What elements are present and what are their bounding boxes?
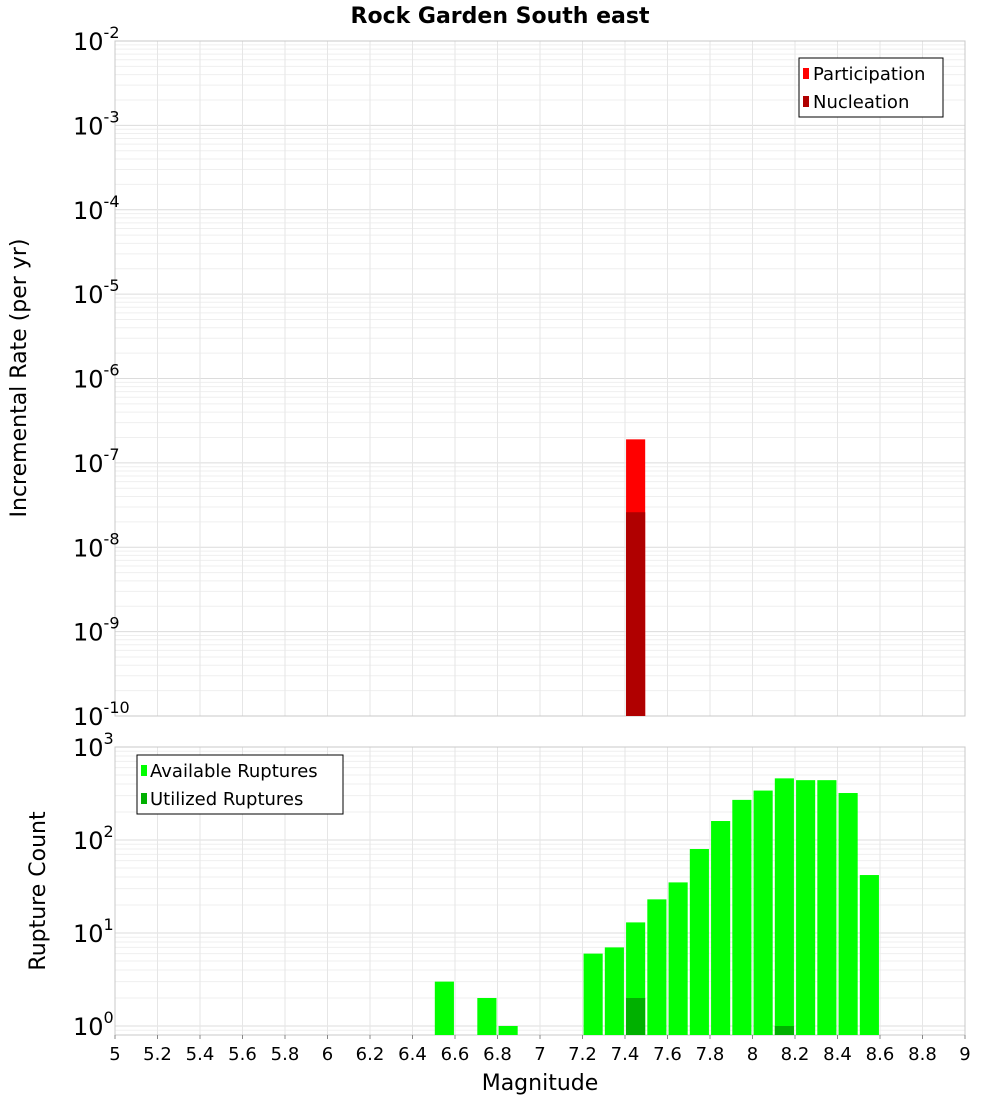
x-tick-label: 6.8 [483, 1044, 512, 1065]
x-tick-label: 8.8 [908, 1044, 937, 1065]
bar-utilized-ruptures [774, 1025, 794, 1035]
bar-available-ruptures [647, 899, 667, 1035]
x-tick-label: 5.2 [143, 1044, 172, 1065]
x-tick-label: 7.8 [696, 1044, 725, 1065]
bottom-y-axis-label: Rupture Count [26, 811, 51, 971]
top-y-tick-label: 10-7 [73, 445, 120, 478]
x-tick-label: 6.4 [398, 1044, 427, 1065]
legend-swatch-participation [803, 68, 809, 79]
bar-available-ruptures [817, 780, 837, 1035]
bottom-y-tick-label: 103 [73, 729, 114, 762]
top-y-tick-label: 10-2 [73, 23, 120, 56]
x-tick-label: 7.6 [653, 1044, 682, 1065]
bar-available-ruptures [774, 778, 794, 1035]
x-axis-label: Magnitude [482, 1071, 599, 1096]
legend-label-available: Available Ruptures [150, 761, 318, 782]
bottom-y-ticks: 103 102 101 100 [73, 729, 114, 1041]
bar-utilized-ruptures [626, 997, 646, 1035]
bottom-legend: Available Ruptures Utilized Ruptures [136, 754, 344, 815]
bar-available-ruptures [498, 1025, 518, 1035]
x-tick-label: 7 [534, 1044, 545, 1065]
top-y-tick-label: 10-9 [73, 614, 120, 647]
x-tick-label: 7.4 [611, 1044, 640, 1065]
bar-available-ruptures [604, 947, 624, 1035]
bottom-y-tick-label: 102 [73, 822, 114, 855]
x-ticks: 5 5.2 5.4 5.6 5.8 6 6.2 6.4 6.6 6.8 7 7.2 7.4 7.6 7.8 8… [109, 1035, 971, 1065]
x-tick-label: 8 [747, 1044, 758, 1065]
top-y-tick-label: 10-3 [73, 107, 120, 140]
x-tick-label: 9 [959, 1044, 970, 1065]
x-tick-label: 6 [322, 1044, 333, 1065]
legend-swatch-nucleation [803, 96, 809, 107]
legend-swatch-utilized [141, 793, 147, 804]
top-legend-box [798, 57, 944, 118]
x-tick-label: 5.8 [271, 1044, 300, 1065]
bottom-bars [434, 778, 879, 1035]
x-tick-label: 8.6 [866, 1044, 895, 1065]
x-tick-label: 8.4 [823, 1044, 852, 1065]
chart-title: Rock Garden South east [351, 4, 650, 29]
bar-nucleation [626, 512, 646, 716]
bar-available-ruptures [583, 953, 603, 1035]
x-tick-label: 7.2 [568, 1044, 597, 1065]
bar-available-ruptures [753, 790, 773, 1035]
top-y-axis-label: Incremental Rate (per yr) [7, 239, 32, 518]
bar-available-ruptures [434, 981, 454, 1035]
top-legend: Participation Nucleation [798, 57, 944, 118]
top-plot-frame [114, 40, 966, 717]
legend-label-utilized: Utilized Ruptures [150, 789, 303, 810]
bottom-legend-box [136, 754, 344, 815]
bar-available-ruptures [732, 799, 752, 1035]
top-y-tick-label: 10-6 [73, 361, 120, 394]
bar-available-ruptures [859, 875, 879, 1035]
bar-available-ruptures [796, 780, 816, 1035]
x-tick-label: 5.4 [186, 1044, 215, 1065]
top-y-tick-label: 10-10 [73, 698, 130, 731]
top-bars [626, 439, 646, 716]
top-grid [114, 41, 966, 717]
x-tick-label: 8.2 [781, 1044, 810, 1065]
bar-available-ruptures [668, 882, 688, 1035]
bar-available-ruptures [689, 849, 709, 1035]
top-y-tick-label: 10-4 [73, 192, 120, 225]
bar-available-ruptures [838, 793, 858, 1035]
legend-label-nucleation: Nucleation [813, 92, 909, 113]
top-y-tick-label: 10-5 [73, 276, 120, 309]
legend-swatch-available [141, 765, 147, 776]
bar-available-ruptures [477, 997, 497, 1035]
x-tick-label: 6.2 [356, 1044, 385, 1065]
bar-available-ruptures [711, 821, 731, 1035]
legend-label-participation: Participation [813, 64, 925, 85]
x-tick-label: 6.6 [441, 1044, 470, 1065]
top-y-tick-label: 10-8 [73, 529, 120, 562]
x-tick-label: 5 [109, 1044, 120, 1065]
x-tick-label: 5.6 [228, 1044, 257, 1065]
bottom-y-tick-label: 101 [73, 915, 114, 948]
bottom-y-tick-label: 100 [73, 1008, 114, 1041]
